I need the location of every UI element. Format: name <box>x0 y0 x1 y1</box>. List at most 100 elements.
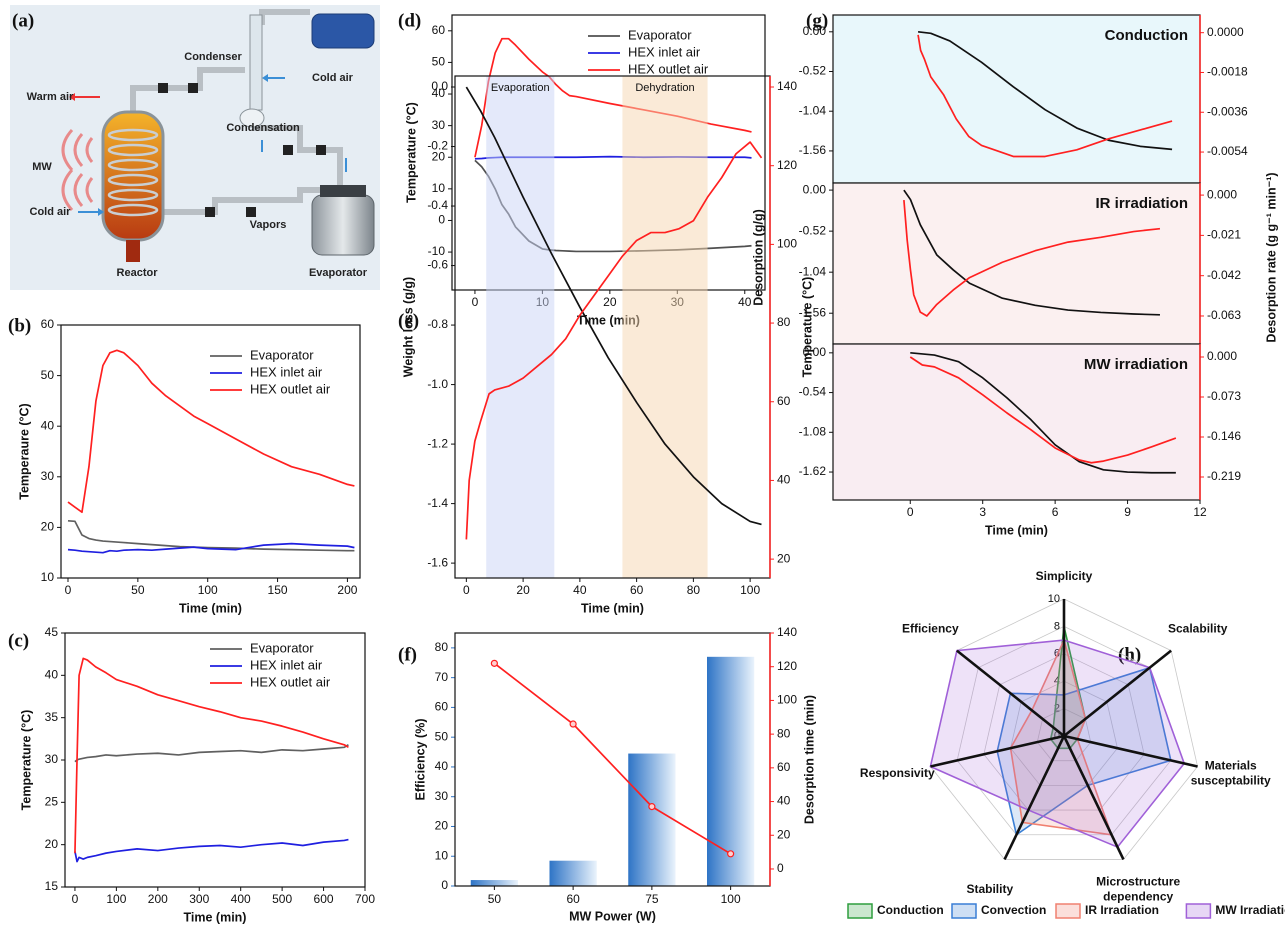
bar <box>707 656 755 886</box>
y-axis-label: Efficiency (%) <box>413 719 427 801</box>
panel-title: Conduction <box>1105 27 1188 44</box>
radar-axis-label: Materials susceptability <box>1191 759 1271 788</box>
region-label: Dehydration <box>635 82 694 94</box>
y-axis-label: Temperaure (°C) <box>17 403 31 499</box>
radar-area <box>996 666 1172 837</box>
x-tick-label: 700 <box>355 892 375 906</box>
y2-tick-label: -0.021 <box>1207 228 1241 242</box>
legend-label: Conduction <box>877 903 944 917</box>
radar-axis-label: Scalability <box>1168 622 1228 636</box>
radar-axis-label: Microstructure dependency <box>1096 875 1180 904</box>
arrows <box>69 74 347 216</box>
x-tick-label: 150 <box>268 583 288 597</box>
diagram-label: Cold air <box>30 206 72 218</box>
panel-label: (c) <box>8 630 29 651</box>
x-tick-label: 9 <box>1124 505 1131 519</box>
x-tick-label: 100 <box>198 583 218 597</box>
radar-axis <box>956 649 1065 738</box>
radar-axis <box>1062 735 1125 860</box>
x-tick-label: 0 <box>65 583 72 597</box>
y2-tick-label: -0.0018 <box>1207 65 1248 79</box>
bar <box>470 880 518 886</box>
y2-tick-label: 0 <box>777 861 784 875</box>
legend-label: HEX inlet air <box>250 657 323 672</box>
plot-background <box>833 15 1200 183</box>
y-tick-label: -1.62 <box>799 464 827 478</box>
y-tick-label: -0.4 <box>427 198 448 212</box>
x-tick-label: 200 <box>148 892 168 906</box>
condensation-flask <box>239 108 265 128</box>
x-axis-label: Time (min) <box>184 910 247 924</box>
valves <box>158 83 326 217</box>
diagram-label: Warm air <box>27 91 74 103</box>
x-tick-label: 300 <box>189 892 209 906</box>
x-tick-label: 100 <box>721 892 741 906</box>
series-line <box>74 838 349 863</box>
series-line <box>903 200 1161 317</box>
legend-swatch <box>1055 903 1081 919</box>
y-tick-label: -1.08 <box>799 424 827 438</box>
x-tick-label: 50 <box>131 583 145 597</box>
panel-label: (a) <box>12 10 34 31</box>
r-tick-label: 0 <box>1054 730 1060 742</box>
y-tick-label: 40 <box>432 86 446 100</box>
x-tick-label: 0 <box>72 892 79 906</box>
y-tick-label: -1.56 <box>799 143 827 157</box>
legend-label: Convection <box>981 903 1046 917</box>
evaporator-lid <box>320 185 366 197</box>
y-tick-label: 10 <box>432 181 446 195</box>
grid-ring <box>1036 708 1092 762</box>
legend-label: MW Irradiation <box>1215 903 1285 917</box>
y-axis-label: Temperature (°C) <box>19 710 33 811</box>
series-line <box>903 189 1160 316</box>
r-tick-label: 10 <box>1048 593 1060 605</box>
r-tick-label: 2 <box>1054 703 1060 715</box>
diagram-label: MW <box>32 161 52 173</box>
plot-frame <box>60 324 361 579</box>
y-tick-label: -0.52 <box>799 64 827 78</box>
shaded-region <box>622 76 708 578</box>
x-tick-label: 50 <box>488 892 502 906</box>
panel-title: MW irradiation <box>1084 356 1188 373</box>
y2-axis-label: Desorption rate (g g⁻¹ min⁻¹) <box>1264 172 1278 342</box>
radar-axis-label: Simplicity <box>1036 569 1093 583</box>
y-tick-label: 25 <box>45 795 59 809</box>
y2-tick-label: 0.0000 <box>1207 25 1244 39</box>
legend-label: Evaporator <box>250 347 314 362</box>
plot-background <box>833 183 1200 344</box>
y-tick-label: -1.56 <box>799 305 827 319</box>
x-tick-label: 12 <box>1193 505 1207 519</box>
y-tick-label: 20 <box>41 520 55 534</box>
y2-axis-label: Desorption time (min) <box>802 695 816 824</box>
y-tick-label: 70 <box>435 670 449 684</box>
y-tick-label: -0.54 <box>799 385 827 399</box>
panel-a: (a) Condenser Cold air Warm air Condensa… <box>10 5 380 290</box>
y-tick-label: 60 <box>435 700 449 714</box>
legend-label: HEX inlet air <box>250 364 323 379</box>
y-tick-label: -0.52 <box>799 223 827 237</box>
plot-frame <box>451 14 766 291</box>
y2-tick-label: 60 <box>777 760 791 774</box>
y-tick-label: -1.4 <box>427 496 448 510</box>
x-tick-label: 600 <box>314 892 334 906</box>
point <box>648 803 656 811</box>
radar-axis <box>1063 649 1172 738</box>
series-line <box>909 356 1177 464</box>
y2-tick-label: 40 <box>777 794 791 808</box>
y-tick-label: 45 <box>45 625 59 639</box>
evaporator <box>311 194 375 256</box>
y-tick-label: 30 <box>432 118 446 132</box>
series-line <box>67 349 355 514</box>
y-tick-label: 20 <box>435 819 449 833</box>
y2-tick-label: 140 <box>777 79 797 93</box>
x-tick-label: 3 <box>979 505 986 519</box>
x-tick-label: 40 <box>738 295 752 309</box>
y-tick-label: 0.00 <box>803 24 827 38</box>
panel-title: IR irradiation <box>1095 195 1188 212</box>
y-tick-label: 0 <box>438 213 445 227</box>
plot-frame <box>64 632 366 888</box>
y-tick-label: 0.0 <box>431 79 448 93</box>
radar-axis-label: Responsivity <box>860 766 935 780</box>
